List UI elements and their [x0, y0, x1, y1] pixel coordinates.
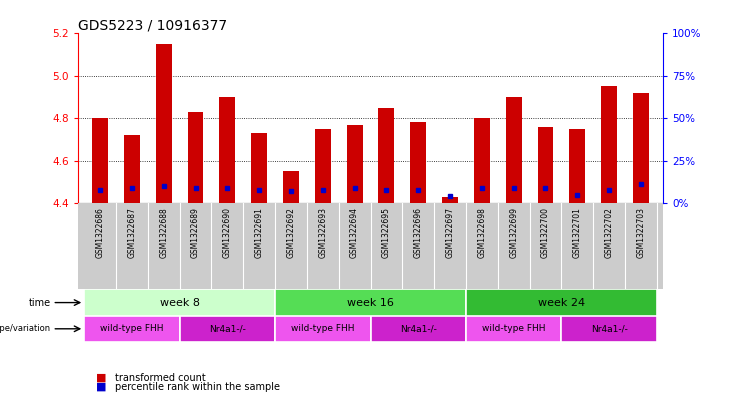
Bar — [156, 44, 172, 203]
Bar — [474, 118, 490, 203]
Text: GSM1322703: GSM1322703 — [637, 208, 645, 259]
Bar — [562, 316, 657, 342]
Bar — [442, 197, 458, 203]
Text: GSM1322687: GSM1322687 — [127, 208, 136, 258]
Text: GSM1322693: GSM1322693 — [319, 208, 328, 259]
Bar — [466, 290, 657, 316]
Text: Nr4a1-/-: Nr4a1-/- — [400, 324, 436, 333]
Text: wild-type FHH: wild-type FHH — [291, 324, 354, 333]
Text: GSM1322696: GSM1322696 — [413, 208, 422, 259]
Bar — [569, 129, 585, 203]
Bar — [347, 125, 362, 203]
Text: GSM1322689: GSM1322689 — [191, 208, 200, 258]
Bar — [601, 86, 617, 203]
Bar — [179, 316, 275, 342]
Text: GSM1322695: GSM1322695 — [382, 208, 391, 259]
Bar — [84, 316, 179, 342]
Text: wild-type FHH: wild-type FHH — [100, 324, 164, 333]
Bar — [187, 112, 204, 203]
Text: GSM1322699: GSM1322699 — [509, 208, 518, 259]
Text: GSM1322691: GSM1322691 — [255, 208, 264, 258]
Bar — [84, 290, 275, 316]
Bar — [633, 93, 649, 203]
Text: week 24: week 24 — [538, 298, 585, 308]
Text: GSM1322694: GSM1322694 — [350, 208, 359, 259]
Bar — [537, 127, 554, 203]
Bar — [505, 97, 522, 203]
Text: GSM1322686: GSM1322686 — [96, 208, 104, 258]
Bar — [379, 108, 394, 203]
Text: GSM1322688: GSM1322688 — [159, 208, 168, 258]
Text: GSM1322701: GSM1322701 — [573, 208, 582, 258]
Text: genotype/variation: genotype/variation — [0, 324, 51, 333]
Text: GSM1322690: GSM1322690 — [223, 208, 232, 259]
Text: GDS5223 / 10916377: GDS5223 / 10916377 — [78, 18, 227, 32]
Bar — [124, 135, 140, 203]
Text: ■: ■ — [96, 382, 107, 392]
Bar — [275, 290, 466, 316]
Text: week 16: week 16 — [347, 298, 394, 308]
Text: time: time — [29, 298, 51, 308]
Bar — [219, 97, 236, 203]
Text: percentile rank within the sample: percentile rank within the sample — [115, 382, 280, 392]
Bar — [283, 171, 299, 203]
Bar — [411, 123, 426, 203]
Text: GSM1322698: GSM1322698 — [477, 208, 486, 258]
Text: week 8: week 8 — [159, 298, 199, 308]
Bar — [466, 316, 562, 342]
Bar — [315, 129, 330, 203]
Text: transformed count: transformed count — [115, 373, 205, 383]
Bar — [370, 316, 466, 342]
Text: GSM1322702: GSM1322702 — [605, 208, 614, 258]
Text: wild-type FHH: wild-type FHH — [482, 324, 545, 333]
Text: Nr4a1-/-: Nr4a1-/- — [591, 324, 628, 333]
Text: GSM1322697: GSM1322697 — [445, 208, 454, 259]
Bar — [251, 133, 267, 203]
Text: GSM1322700: GSM1322700 — [541, 208, 550, 259]
Bar — [275, 316, 370, 342]
Bar — [92, 118, 108, 203]
Text: ■: ■ — [96, 373, 107, 383]
Text: GSM1322692: GSM1322692 — [287, 208, 296, 258]
Text: Nr4a1-/-: Nr4a1-/- — [209, 324, 246, 333]
